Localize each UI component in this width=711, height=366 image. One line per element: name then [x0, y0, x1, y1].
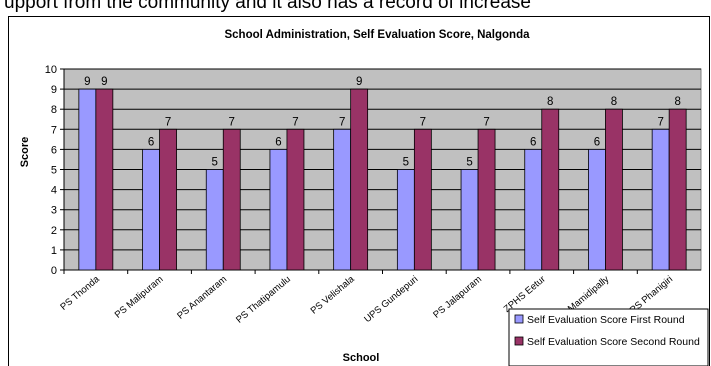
bar: [350, 88, 369, 271]
x-tick-label: UPS Gundepuri: [362, 274, 420, 325]
bar-data-label: 8: [674, 96, 680, 108]
bar: [651, 128, 670, 271]
y-tick-label: 2: [51, 225, 57, 237]
bar: [78, 88, 97, 271]
bar-data-label: 8: [611, 96, 617, 108]
bar-data-label: 7: [165, 116, 171, 128]
chart-frame: School Administration, Self Evaluation S…: [8, 16, 710, 366]
bar-data-label: 6: [148, 136, 154, 148]
x-tick-label: PS Thonda: [58, 273, 102, 312]
bar-data-label: 5: [212, 157, 218, 169]
bar: [541, 108, 560, 271]
bar-data-label: 6: [530, 136, 536, 148]
document-text-fragment: upport from the community and it also ha…: [4, 0, 531, 13]
bar-data-label: 7: [339, 116, 345, 128]
bar-data-label: 6: [275, 136, 281, 148]
bar: [95, 88, 114, 271]
bar: [588, 148, 606, 271]
y-tick-label: 5: [51, 165, 57, 177]
x-tick-label: PS Anantaram: [175, 274, 229, 322]
x-tick-label: PS Thatipamulu: [234, 274, 293, 326]
y-tick-label: 8: [51, 104, 57, 116]
bar-data-label: 7: [292, 116, 298, 128]
bar-data-label: 7: [420, 116, 426, 128]
bar: [460, 169, 479, 271]
bar: [222, 128, 241, 271]
bar-data-label: 7: [229, 116, 235, 128]
bar: [413, 128, 432, 271]
legend-entry: Self Evaluation Score First Round: [527, 314, 685, 326]
bar: [142, 148, 160, 271]
bar: [286, 128, 305, 271]
x-tick-label: PS Malipuram: [113, 274, 166, 321]
y-tick-label: 7: [51, 124, 57, 136]
x-tick-label: PS Velishala: [309, 273, 357, 316]
y-axis-label: Score: [19, 137, 31, 168]
bar-chart: School Administration, Self Evaluation S…: [19, 29, 709, 366]
bar-data-label: 5: [466, 157, 472, 169]
bar-data-label: 9: [101, 76, 107, 88]
y-tick-label: 10: [45, 64, 57, 76]
x-axis-label: School: [343, 352, 380, 364]
legend-swatch: [514, 314, 524, 324]
bar: [159, 128, 177, 271]
legend-swatch: [514, 336, 524, 346]
legend-entry: Self Evaluation Score Second Round: [527, 336, 700, 348]
chart-title: School Administration, Self Evaluation S…: [224, 29, 530, 41]
bar: [477, 128, 496, 271]
y-tick-label: 0: [51, 265, 57, 277]
x-tick-label: PS Jalapuram: [431, 274, 484, 321]
bar-data-label: 8: [547, 96, 553, 108]
bar: [205, 169, 224, 271]
bar: [605, 108, 623, 271]
y-tick-label: 6: [51, 144, 57, 156]
bar: [524, 148, 543, 271]
bar: [333, 128, 352, 271]
bar-data-label: 7: [483, 116, 489, 128]
bar-data-label: 5: [403, 157, 409, 169]
y-tick-label: 1: [51, 245, 57, 257]
bar: [269, 148, 288, 271]
y-tick-label: 9: [51, 84, 57, 96]
bar: [668, 108, 687, 271]
bar-data-label: 7: [657, 116, 663, 128]
bar-data-label: 9: [356, 76, 362, 88]
y-tick-label: 3: [51, 205, 57, 217]
legend: Self Evaluation Score First Round Self Ev…: [508, 308, 709, 366]
bar-data-label: 6: [594, 136, 600, 148]
legend-box: [508, 308, 709, 366]
y-tick-label: 4: [51, 185, 57, 197]
bar-data-label: 9: [84, 76, 90, 88]
bar: [396, 169, 415, 271]
